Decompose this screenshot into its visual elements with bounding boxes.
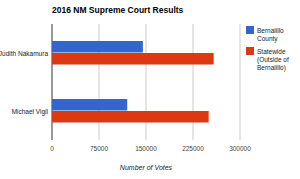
legend-line: (Outside of (257, 56, 289, 64)
tick-label: 75000 (90, 145, 108, 152)
chart: 2016 NM Supreme Court Results 0 75000 15000… (0, 0, 300, 179)
category-label: Judith Nakamura (0, 50, 48, 57)
grid-line (146, 24, 147, 140)
legend-label: BernalilloCounty (257, 27, 284, 43)
legend-line: County (257, 35, 278, 43)
legend-swatch (246, 26, 254, 34)
legend-label: Statewide(Outside ofBernalillo) (257, 48, 289, 72)
grid-line (240, 24, 241, 140)
bar (52, 41, 143, 53)
axis-title: Number of Votes (120, 164, 173, 171)
background (0, 0, 300, 179)
tick-label: 150000 (135, 145, 157, 152)
bar (52, 99, 127, 111)
grid-line (193, 24, 194, 140)
tick-label: 300000 (229, 145, 251, 152)
legend-line: Bernalillo (257, 27, 284, 34)
tick-label: 0 (50, 145, 54, 152)
tick-label: 225000 (182, 145, 204, 152)
bar (52, 53, 214, 65)
legend-line: Bernalillo) (257, 64, 286, 72)
bar (52, 111, 209, 123)
title: 2016 NM Supreme Court Results (52, 5, 184, 15)
bars (52, 41, 214, 123)
legend-swatch (246, 47, 254, 55)
category-label: Michael Vigil (12, 108, 49, 116)
legend-line: Statewide (257, 48, 286, 55)
